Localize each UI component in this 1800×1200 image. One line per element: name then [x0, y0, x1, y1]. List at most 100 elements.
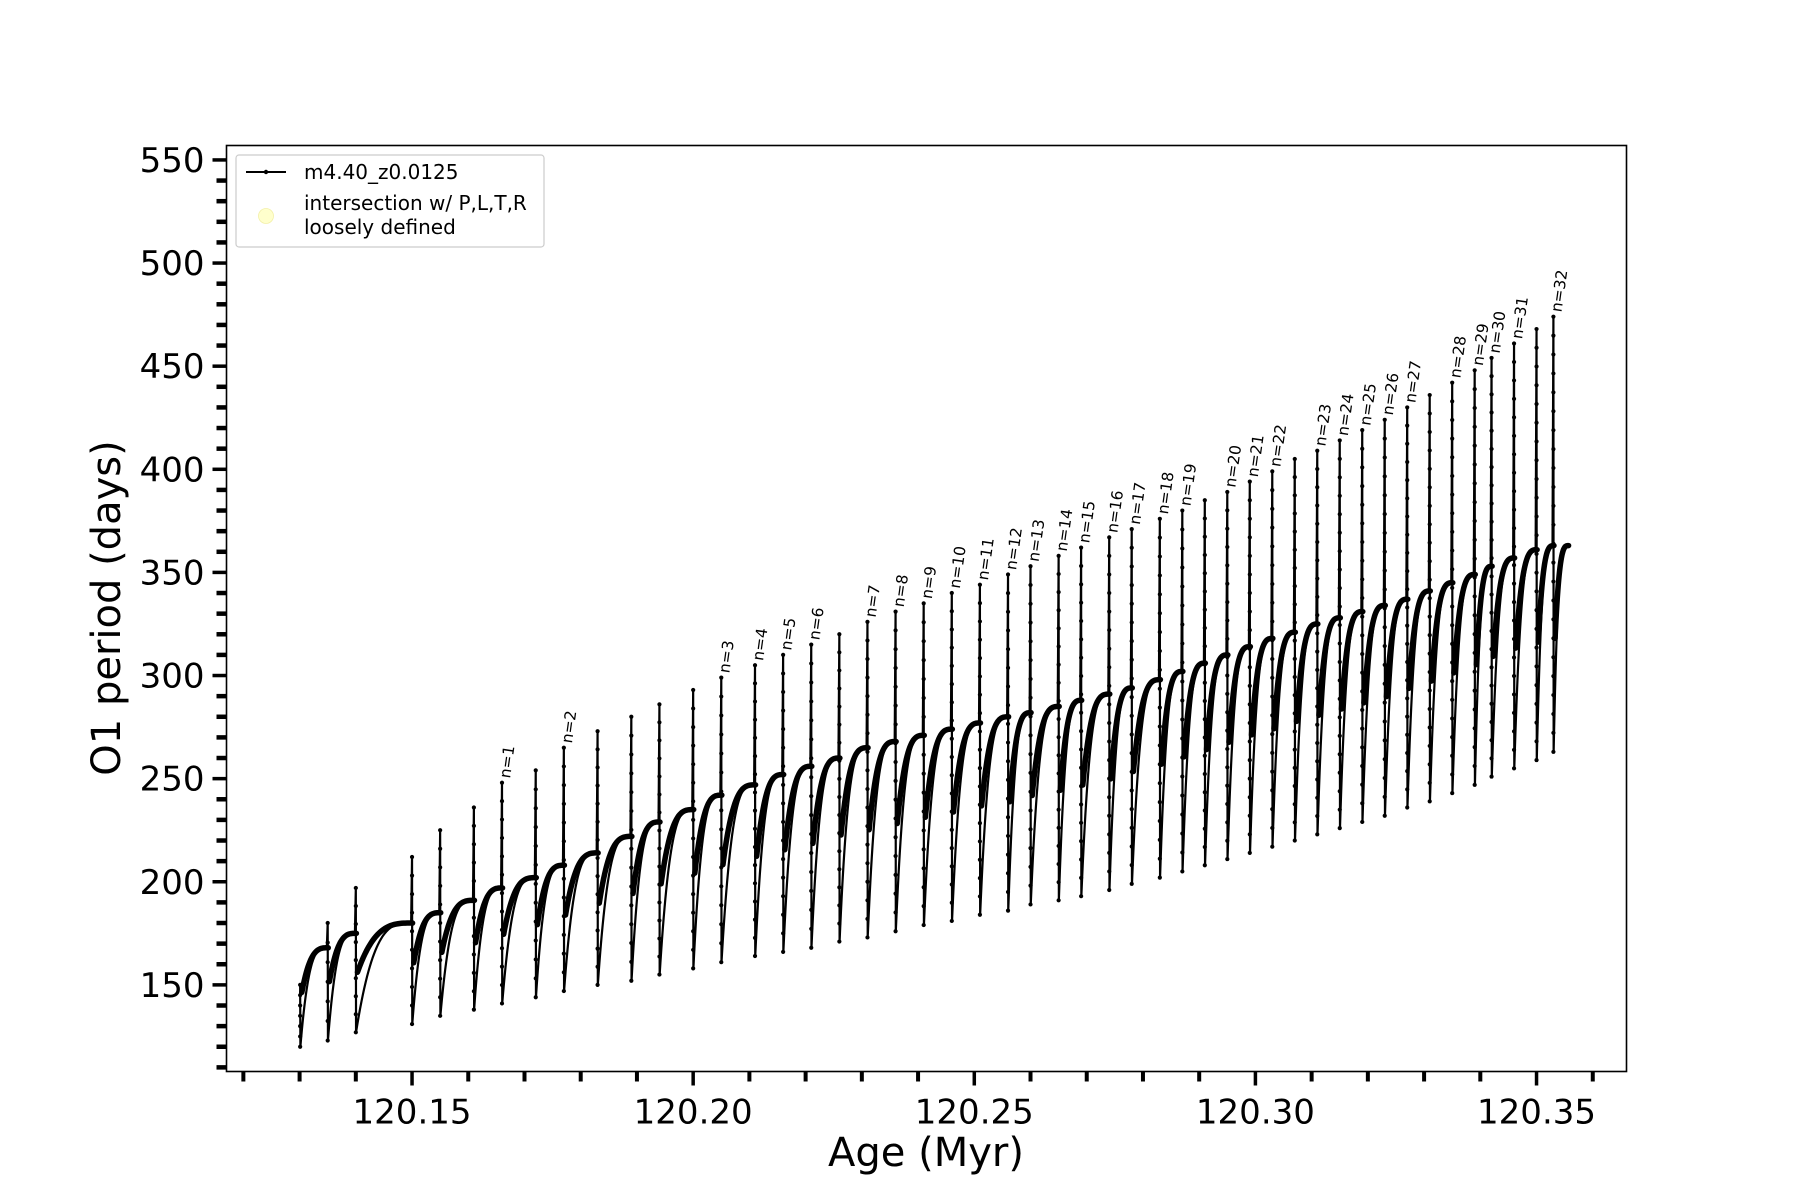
sample-point: [1079, 802, 1084, 807]
sample-point: [1405, 678, 1410, 683]
sample-point: [1056, 590, 1061, 595]
sample-point: [752, 935, 758, 940]
sample-point: [949, 791, 954, 796]
spike-samples: [1405, 405, 1410, 810]
sample-point: [1028, 620, 1033, 625]
sample-point: [1511, 655, 1517, 660]
sample-point: [1247, 739, 1252, 744]
sample-point: [1005, 684, 1011, 689]
sample-point: [781, 912, 786, 917]
sample-point: [438, 976, 443, 981]
sample-point: [1247, 720, 1252, 726]
sample-point: [837, 686, 842, 691]
spike-samples: [1337, 438, 1342, 831]
sample-point: [1472, 763, 1477, 769]
sample-point: [1511, 396, 1517, 401]
sample-point: [921, 620, 926, 625]
sample-point: [1247, 850, 1252, 855]
sample-point: [1079, 820, 1084, 825]
spike-samples: [809, 642, 814, 950]
sample-point: [1157, 837, 1162, 842]
loop-arc: [1029, 703, 1062, 799]
sample-point: [1382, 493, 1387, 498]
sample-point: [533, 976, 538, 981]
sample-point: [409, 873, 415, 878]
sample-point: [1292, 602, 1297, 607]
sample-point: [1079, 747, 1084, 752]
loop-arc: [1293, 621, 1321, 725]
sample-point: [1107, 628, 1112, 633]
sample-point: [1489, 756, 1494, 761]
sample-point: [1157, 611, 1162, 616]
sample-point: [1534, 326, 1539, 332]
sample-point: [1107, 813, 1112, 818]
sample-point: [865, 694, 870, 699]
sample-point: [1129, 881, 1134, 886]
sample-point: [1337, 604, 1342, 609]
sample-point: [949, 627, 954, 632]
sample-point: [1489, 701, 1494, 706]
sample-point: [657, 936, 662, 941]
sample-point: [1489, 392, 1494, 397]
sample-point: [1129, 601, 1134, 606]
sample-point: [1315, 759, 1320, 764]
sample-point: [1450, 529, 1455, 535]
sample-point: [1028, 564, 1033, 569]
sample-point: [1472, 405, 1477, 411]
sample-point: [1315, 485, 1320, 490]
sample-point: [1225, 820, 1230, 825]
y-tick-label: 350: [140, 553, 205, 593]
sample-point: [657, 792, 662, 797]
spike-samples: [1225, 489, 1230, 862]
sample-point: [561, 745, 566, 750]
sample-point: [1028, 789, 1033, 794]
sample-point: [1005, 908, 1011, 913]
sample-point: [1225, 618, 1230, 623]
sample-point: [561, 876, 566, 881]
sample-point: [1405, 605, 1410, 610]
sample-point: [657, 756, 662, 761]
spike-samples: [1489, 355, 1494, 779]
sample-point: [1079, 692, 1084, 697]
sample-point: [1472, 726, 1477, 731]
sample-point: [1427, 429, 1432, 435]
spike-samples: [1180, 508, 1185, 874]
sample-point: [499, 946, 505, 951]
sample-point: [1534, 458, 1539, 463]
sample-point: [1202, 717, 1207, 722]
sample-point: [1202, 844, 1207, 850]
sample-point: [781, 764, 786, 769]
sample-point: [1056, 789, 1061, 794]
sample-point: [1511, 415, 1517, 420]
sample-point: [1079, 857, 1084, 862]
loop-arc: [299, 945, 332, 996]
sample-point: [977, 784, 983, 789]
sample-point: [1534, 739, 1539, 744]
sample-point: [1247, 572, 1252, 577]
sample-point: [949, 700, 954, 705]
sample-point: [1157, 630, 1162, 635]
spike-samples: [949, 590, 954, 924]
loop-arc: [562, 850, 601, 918]
sample-point: [1450, 753, 1455, 758]
sample-point: [595, 964, 600, 969]
sample-point: [1427, 577, 1432, 582]
sample-point: [438, 920, 443, 926]
sample-point: [595, 928, 600, 933]
loop-arc: [1006, 709, 1034, 805]
loop-arc: [596, 833, 635, 906]
sample-point: [893, 628, 898, 633]
sample-point: [893, 853, 898, 859]
sample-point: [1405, 732, 1410, 737]
sample-point: [1292, 493, 1297, 498]
sample-point: [1551, 560, 1556, 565]
sample-point: [893, 703, 898, 708]
pulse-label: n=12: [1002, 526, 1026, 571]
sample-point: [1489, 501, 1494, 506]
sample-point: [1247, 498, 1252, 503]
y-tick-label: 550: [140, 141, 205, 181]
sample-point: [921, 752, 926, 757]
sample-point: [1489, 719, 1494, 725]
sample-point: [1472, 707, 1477, 712]
sample-point: [691, 836, 696, 841]
